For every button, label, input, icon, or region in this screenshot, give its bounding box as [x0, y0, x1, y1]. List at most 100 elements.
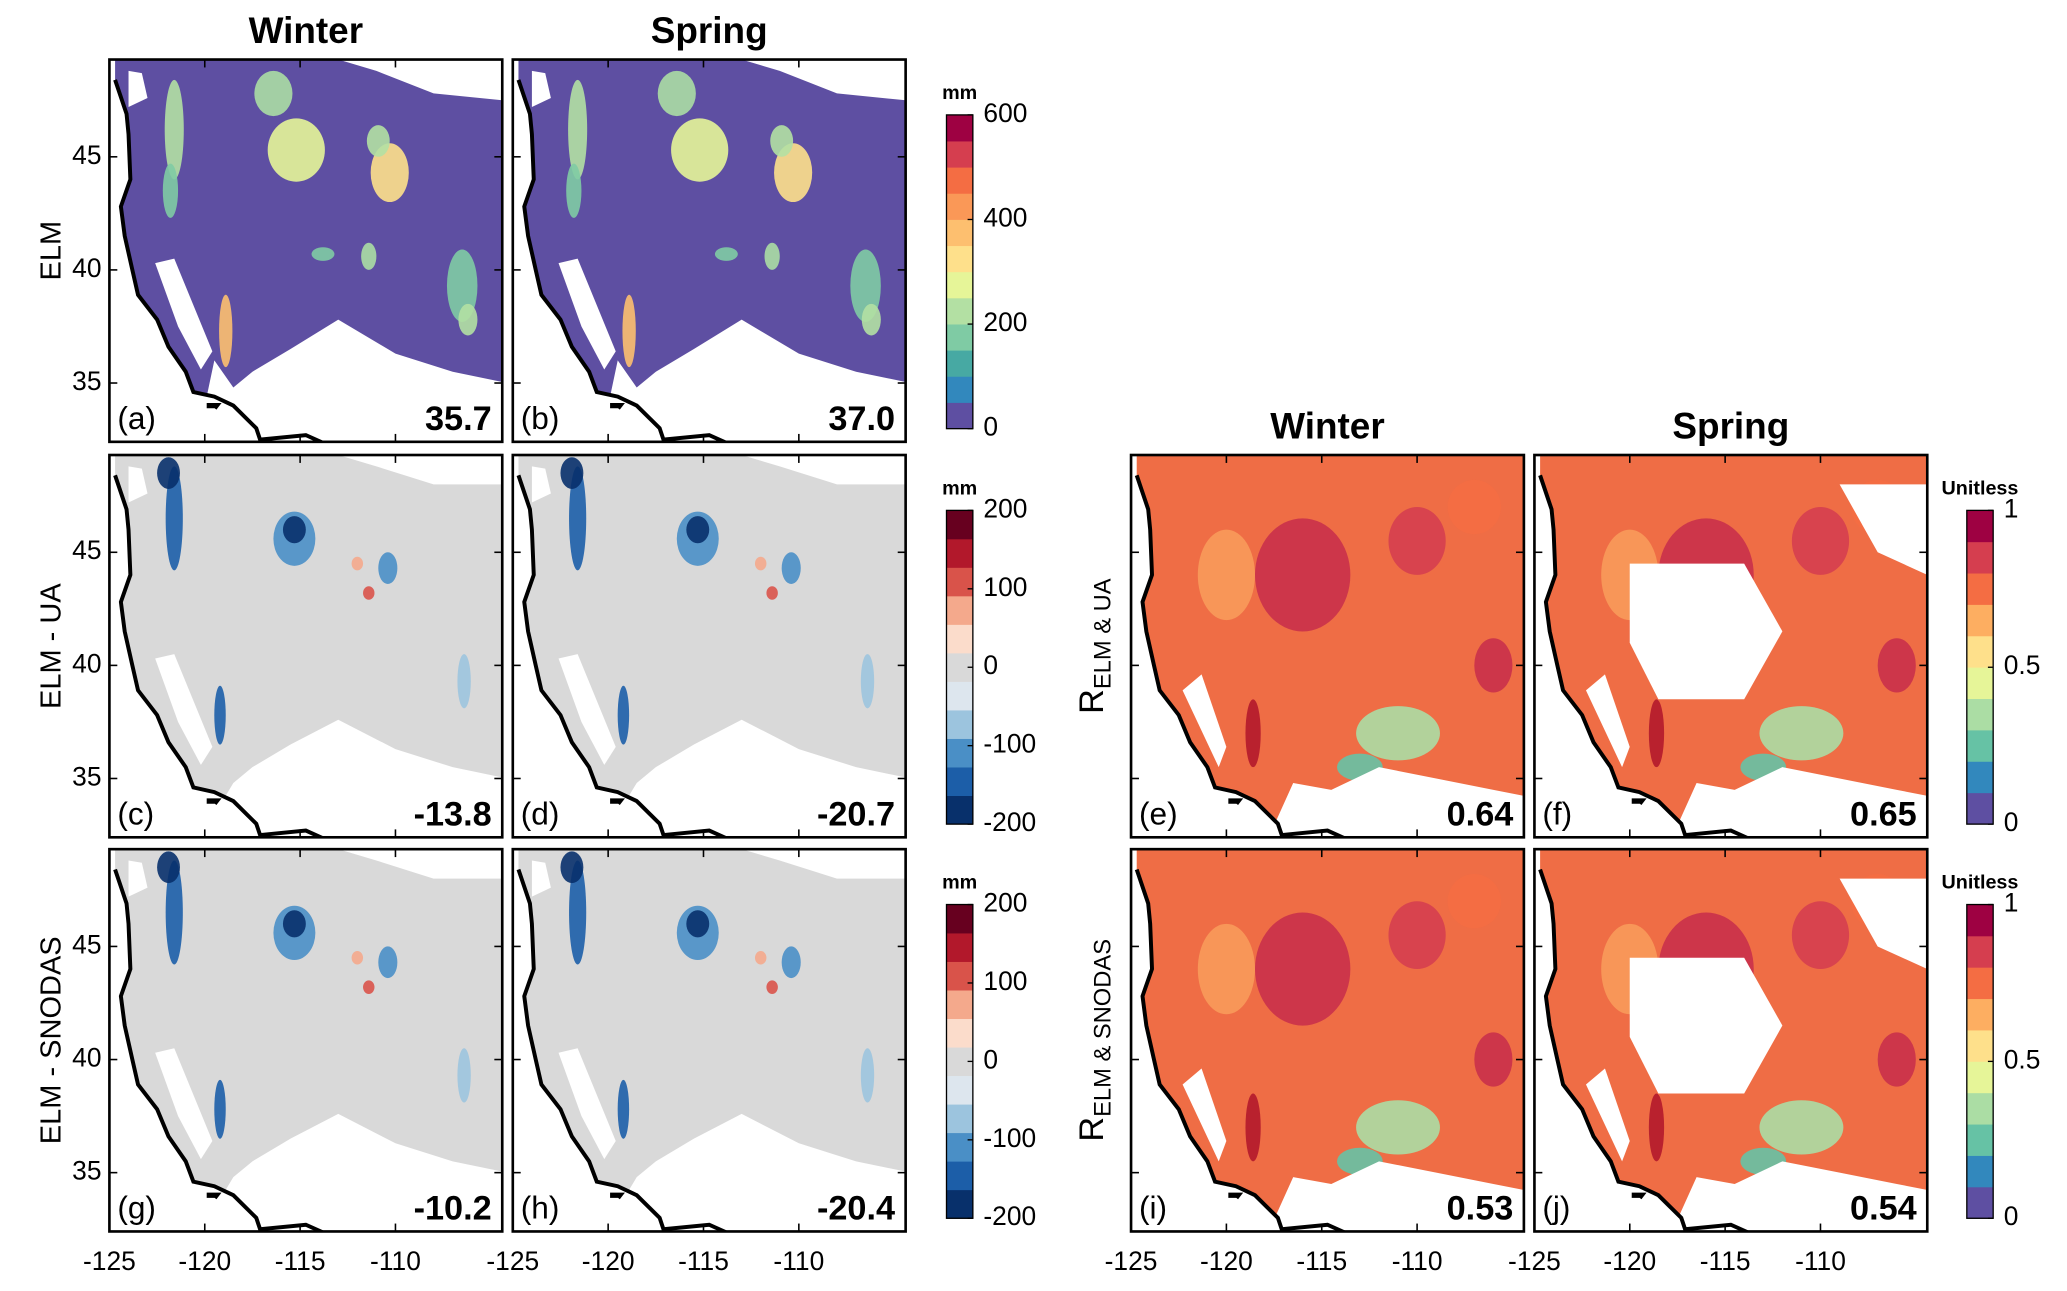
map-feature [214, 1079, 226, 1139]
colorbar-segment [946, 1104, 973, 1134]
no-data-area [128, 860, 148, 897]
row-label-subscript: ELM & UA [1091, 578, 1117, 689]
colorbar-tick-label: -200 [983, 807, 1036, 837]
colorbar-segment [1966, 792, 1994, 825]
no-data-area [155, 258, 213, 370]
panel-statistic: 0.54 [1850, 1189, 1917, 1227]
no-data-area [128, 70, 148, 107]
x-tick-label: -110 [1795, 1246, 1846, 1276]
colorbar-segment [946, 350, 973, 377]
map-feature [157, 851, 180, 884]
colorbar-segment [946, 595, 973, 625]
panel-tag: (c) [117, 796, 154, 832]
map-panel [1131, 849, 1524, 1232]
x-tick-label: -110 [773, 1246, 824, 1276]
panel-frame [511, 847, 907, 1233]
map-feature [214, 685, 226, 745]
x-tick-label: -115 [275, 1246, 326, 1276]
map-feature [351, 556, 364, 571]
x-tick-label: -115 [678, 1246, 729, 1276]
panel-frame [511, 58, 907, 444]
map-feature [1474, 1032, 1513, 1087]
map-feature [860, 654, 875, 709]
colorbar-tick-label: 200 [983, 493, 1027, 523]
colorbar-segment [946, 376, 973, 403]
colorbar-segment [1966, 667, 1994, 700]
map-feature [457, 1048, 471, 1103]
map-panel [1534, 455, 1928, 838]
map-panel [109, 849, 503, 1232]
y-tick-label: 40 [72, 253, 101, 283]
map-feature [1759, 706, 1844, 761]
land [518, 455, 906, 838]
map-feature [566, 163, 582, 218]
coastline [1228, 798, 1244, 806]
map-feature [165, 466, 183, 571]
x-tick-label: -120 [178, 1246, 231, 1276]
colorbar-tick-label: 100 [983, 966, 1027, 996]
land [115, 849, 503, 1232]
colorbar-tick-label: 200 [983, 888, 1027, 918]
x-tick-label: -115 [1700, 1246, 1751, 1276]
map-feature [766, 980, 778, 994]
map-feature [850, 249, 881, 322]
row-label: RELM & SNODAS [1073, 939, 1117, 1142]
panel-statistic: -20.7 [817, 795, 895, 833]
no-data-area [1268, 1161, 1524, 1232]
map-feature [1245, 1093, 1261, 1162]
colorbar-segment [946, 193, 973, 220]
map-feature [219, 294, 233, 368]
coastline [1134, 474, 1348, 838]
map-feature [267, 118, 325, 182]
colorbar-segment [946, 402, 973, 430]
land [115, 59, 503, 442]
map-feature [282, 516, 306, 544]
map-feature [671, 118, 729, 182]
colorbar-segment [1966, 761, 1994, 794]
row-label: ELM - UA [35, 583, 67, 709]
row-label: ELM [35, 221, 67, 281]
map-feature [370, 143, 409, 203]
no-data-area [741, 849, 906, 879]
map-feature [861, 303, 881, 336]
map-feature [1388, 901, 1446, 970]
panel-statistic: 0.53 [1447, 1189, 1514, 1227]
map-feature [361, 242, 377, 270]
x-tick-label: -125 [83, 1246, 136, 1276]
panel-tag: (b) [521, 400, 560, 436]
coastline [206, 798, 222, 806]
map-feature [378, 946, 398, 979]
no-data-area [741, 455, 906, 485]
no-data-area [741, 59, 906, 101]
no-data-area [604, 719, 906, 838]
map-feature [1791, 901, 1850, 970]
colorbar-segment [1966, 729, 1994, 762]
colorbar-segment [946, 141, 973, 168]
panel-tag: (h) [521, 1190, 560, 1226]
map-feature [1474, 638, 1513, 693]
coastline [516, 868, 730, 1232]
colorbar-segment [946, 961, 973, 991]
map-feature [560, 457, 584, 489]
colorbar-segment [946, 767, 973, 796]
colorbar-segment [946, 681, 973, 711]
map-feature [781, 552, 801, 584]
panel-statistic: 0.64 [1447, 795, 1514, 833]
no-data-area [1585, 674, 1630, 768]
map-panel [512, 59, 906, 442]
map-feature [1877, 1032, 1916, 1087]
colorbar-segment [1966, 998, 1994, 1031]
colorbar-segment [946, 624, 973, 654]
map-panel [512, 849, 906, 1232]
x-tick-label: -115 [1296, 1246, 1347, 1276]
no-data-area [1839, 484, 1928, 575]
colorbar-segment [946, 710, 973, 739]
map-feature [1197, 529, 1256, 621]
colorbar-segment [1966, 698, 1994, 731]
colorbar-tick-label: -100 [983, 729, 1036, 759]
no-data-area [1585, 1068, 1630, 1162]
panel-frame [1533, 453, 1929, 839]
y-tick-label: 45 [72, 140, 101, 170]
colorbar-tick-label: 400 [983, 202, 1027, 232]
